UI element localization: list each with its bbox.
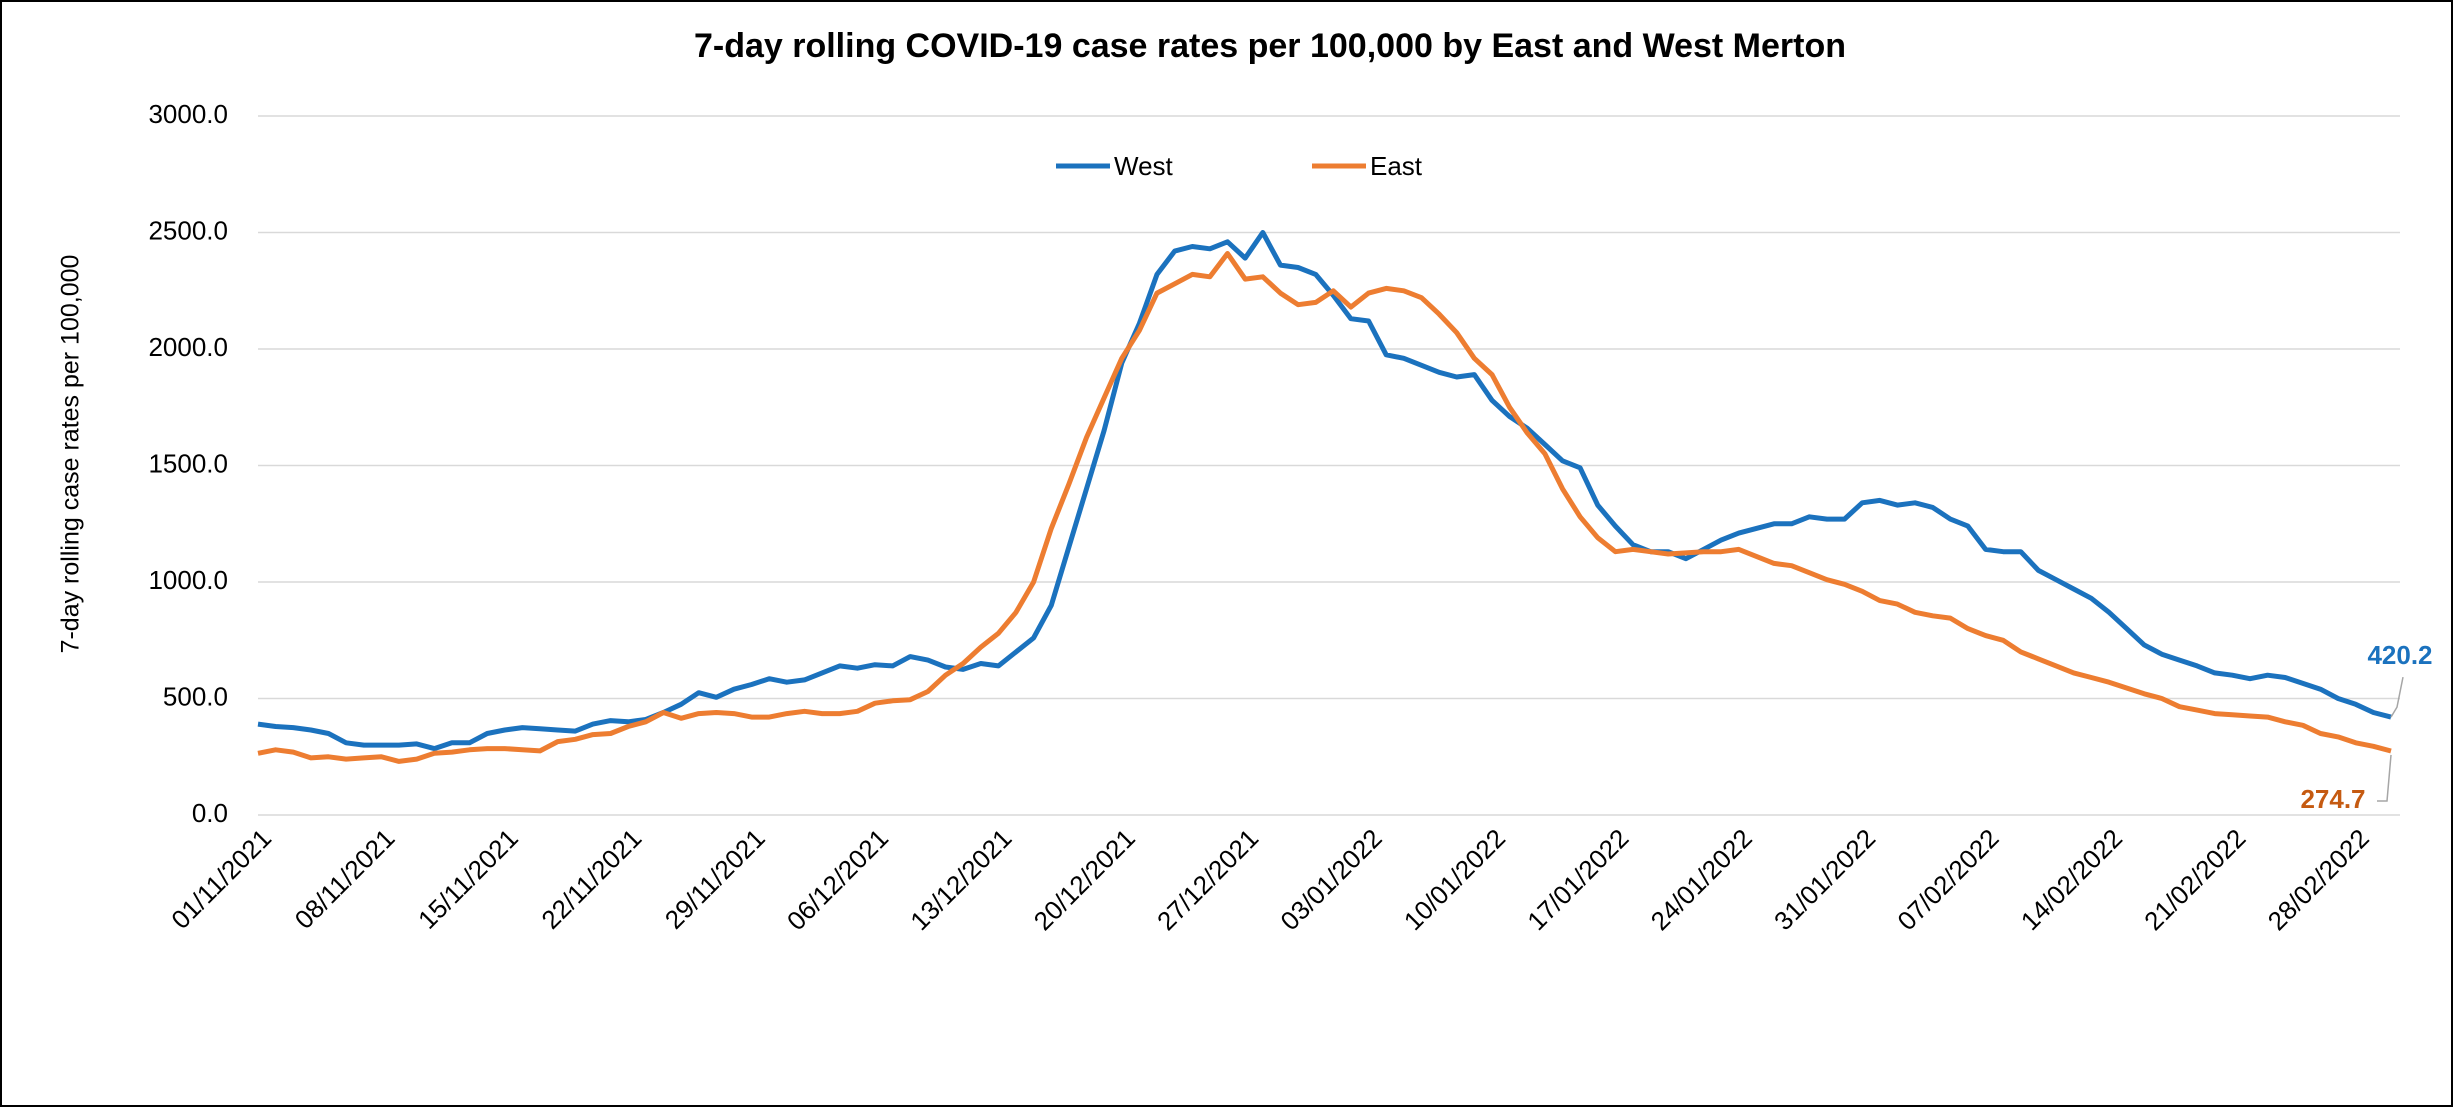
y-axis-label: 7-day rolling case rates per 100,000 — [57, 255, 85, 654]
y-tick-label: 1500.0 — [148, 448, 228, 478]
data-label: 274.7 — [2300, 784, 2365, 814]
y-tick-label: 1000.0 — [148, 565, 228, 595]
leader-line — [2390, 676, 2404, 718]
data-label: 420.2 — [2367, 640, 2432, 670]
line-east — [257, 251, 2392, 764]
leader-line — [2377, 754, 2392, 802]
y-tick-label: 500.0 — [163, 681, 228, 711]
legend-label: East — [1370, 151, 1423, 181]
y-tick-label: 0.0 — [192, 798, 228, 828]
line-west — [257, 230, 2392, 752]
y-tick-label: 2500.0 — [148, 215, 228, 245]
y-tick-label: 2000.0 — [148, 332, 228, 362]
legend-label: West — [1114, 151, 1174, 181]
y-tick-label: 3000.0 — [148, 99, 228, 129]
chart-title: 7-day rolling COVID-19 case rates per 10… — [694, 27, 1846, 65]
